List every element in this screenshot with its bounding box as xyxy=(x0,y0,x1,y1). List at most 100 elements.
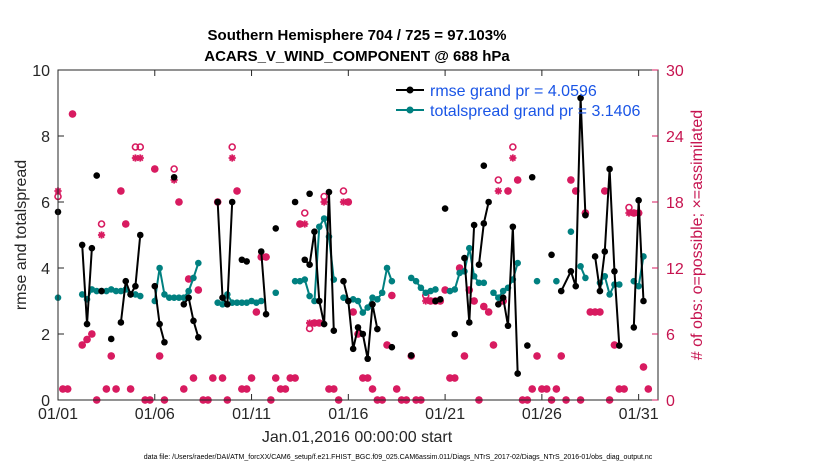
obs-assimilated-marker xyxy=(194,286,202,294)
x-tick-label: 01/16 xyxy=(328,406,368,423)
obs-possible-marker xyxy=(97,220,106,228)
totalspread-point xyxy=(272,289,280,297)
obs-possible-marker xyxy=(339,187,348,195)
totalspread-point xyxy=(136,292,144,300)
rmse-point xyxy=(88,244,96,252)
y-tick-label: 4 xyxy=(41,261,50,278)
totalspread-point xyxy=(185,287,192,295)
rmse-point xyxy=(582,211,589,219)
totalspread-point xyxy=(378,289,386,297)
totalspread-point xyxy=(601,272,609,280)
rmse-point xyxy=(475,261,483,269)
y-tick-label: 2 xyxy=(41,327,50,344)
totalspread-point xyxy=(161,291,168,298)
totalspread-point xyxy=(315,223,323,231)
totalspread-point xyxy=(306,292,313,300)
totalspread-point xyxy=(93,287,101,295)
y-tick-label: 10 xyxy=(32,63,50,80)
obs-assimilated-marker xyxy=(233,187,241,195)
rmse-point xyxy=(499,294,507,302)
obs-assimilated-marker xyxy=(78,341,86,349)
obs-assimilated-marker xyxy=(126,385,135,393)
totalspread-point xyxy=(374,296,381,303)
obs-possible-marker xyxy=(228,143,236,151)
y-tick-label: 0 xyxy=(41,393,50,410)
obs-assimilated-marker xyxy=(175,198,183,206)
rmse-series xyxy=(54,94,647,377)
y-tick-label: 8 xyxy=(41,129,50,146)
rmse-line xyxy=(632,200,645,328)
obs-assimilated-marker xyxy=(494,187,502,195)
obs-assimilated-marker xyxy=(136,154,144,162)
rmse-point xyxy=(301,256,309,264)
x-tick-label: 01/11 xyxy=(232,406,271,423)
x-tick-label: 01/21 xyxy=(425,406,465,423)
totalspread-point xyxy=(412,277,420,285)
rmse-point xyxy=(243,258,251,265)
rmse-point xyxy=(369,301,376,308)
y-tick-label-right: 6 xyxy=(666,327,675,344)
rmse-line xyxy=(477,201,490,265)
rmse-line xyxy=(182,295,200,338)
obs-assimilated-marker xyxy=(156,352,164,360)
x-tick-label: 01/31 xyxy=(619,406,659,423)
obs-assimilated-marker xyxy=(557,352,565,360)
rmse-point xyxy=(640,297,647,305)
obs-assimilated-marker xyxy=(243,385,251,393)
obs-assimilated-marker xyxy=(470,297,478,305)
obs-assimilated-marker xyxy=(218,374,227,382)
totalspread-point xyxy=(606,291,613,298)
totalspread-point xyxy=(301,276,309,283)
rmse-point xyxy=(306,190,313,198)
obs-assimilated-marker xyxy=(88,330,96,338)
y-axis-label: rmse and totalspread xyxy=(13,160,30,310)
y-tick-label-right: 12 xyxy=(666,261,684,278)
rmse-point xyxy=(630,324,638,331)
rmse-point xyxy=(572,282,580,290)
totalspread-point xyxy=(233,299,241,306)
totalspread-point xyxy=(364,304,371,311)
rmse-point xyxy=(325,188,333,196)
rmse-point xyxy=(495,301,502,308)
y-tick-label-right: 0 xyxy=(666,393,675,410)
rmse-point xyxy=(161,338,168,346)
rmse-point xyxy=(596,287,604,295)
chart-title: Southern Hemisphere 704 / 725 = 97.103% xyxy=(208,27,507,44)
x-tick-label: 01/06 xyxy=(135,406,175,423)
totalspread-point xyxy=(533,277,541,285)
rmse-line xyxy=(216,201,234,308)
rmse-point xyxy=(224,301,231,308)
rmse-point xyxy=(151,282,159,290)
x-axis-label: Jan.01,2016 00:00:00 start xyxy=(262,429,453,446)
rmse-point xyxy=(315,297,323,305)
y-axis-left: 0 2 4 6 8 10 xyxy=(32,63,64,410)
rmse-point xyxy=(107,335,115,343)
rmse-point xyxy=(180,301,188,308)
rmse-point xyxy=(557,287,565,295)
obs-assimilated-marker xyxy=(228,154,236,162)
totalspread-point xyxy=(480,279,488,287)
rmse-point xyxy=(345,297,352,305)
rmse-point xyxy=(577,94,584,102)
obs-possible-marker xyxy=(136,143,145,151)
rmse-point xyxy=(306,261,313,269)
rmse-line xyxy=(260,251,268,315)
y-tick-label-right: 18 xyxy=(666,195,684,212)
rmse-point xyxy=(364,355,371,363)
rmse-point xyxy=(524,342,531,349)
rmse-point xyxy=(374,325,381,333)
legend-rmse-marker xyxy=(406,86,414,94)
rmse-point xyxy=(451,330,459,338)
totalspread-point xyxy=(495,294,502,302)
totalspread-point xyxy=(165,294,173,302)
obs-assimilated-marker xyxy=(446,374,454,382)
rmse-point xyxy=(170,173,178,181)
y-tick-label-right: 24 xyxy=(666,129,684,146)
obs-assimilated-marker xyxy=(543,385,551,393)
totalspread-point xyxy=(190,274,197,282)
obs-assimilated-marker xyxy=(485,308,493,316)
totalspread-point xyxy=(577,263,584,270)
totalspread-point xyxy=(320,215,328,222)
x-tick-label: 01/01 xyxy=(38,406,78,423)
totalspread-point xyxy=(180,294,188,302)
